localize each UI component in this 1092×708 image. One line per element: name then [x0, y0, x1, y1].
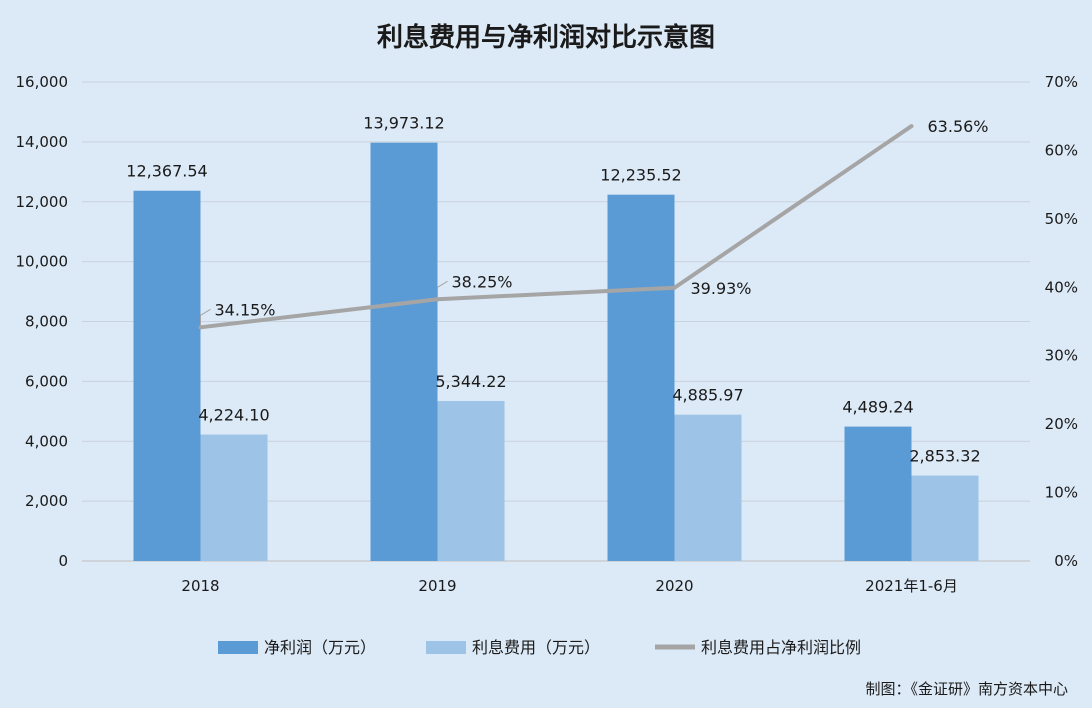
legend-label: 利息费用占净利润比例: [701, 638, 861, 657]
net-profit-bar: [370, 142, 438, 561]
legend-label: 净利润（万元）: [264, 638, 376, 657]
x-tick-label: 2021年1-6月: [865, 577, 958, 595]
ratio-label: 38.25%: [452, 272, 513, 291]
footer-credit: 制图：《金证研》南方资本中心: [865, 680, 1068, 698]
chart-title: 利息费用与净利润对比示意图: [377, 22, 715, 53]
y-right-tick-label: 50%: [1045, 210, 1078, 228]
y-left-tick-label: 8,000: [25, 313, 68, 331]
net-profit-label: 4,489.24: [842, 398, 913, 417]
interest-expense-label: 2,853.32: [909, 447, 980, 466]
interest-expense-label: 4,224.10: [198, 406, 269, 425]
y-left-tick-label: 14,000: [16, 133, 69, 151]
ratio-label: 34.15%: [215, 300, 276, 319]
y-right-tick-label: 60%: [1045, 141, 1078, 159]
axes: 0 2,000 4,000 6,000 8,000 10,000 12,000 14,000 1…: [16, 73, 1079, 595]
x-tick-label: 2020: [655, 577, 693, 595]
y-right-tick-label: 40%: [1045, 278, 1078, 296]
net-profit-bar: [607, 194, 675, 561]
y-right-tick-label: 30%: [1045, 347, 1078, 365]
x-tick-label: 2019: [418, 577, 456, 595]
y-right-tick-label: 10%: [1045, 484, 1078, 502]
y-right-tick-label: 0%: [1054, 552, 1078, 570]
ratio-point: [198, 325, 203, 330]
y-left-tick-label: 10,000: [16, 253, 69, 271]
net-profit-label: 12,367.54: [126, 162, 207, 181]
ratio-leader: [200, 308, 211, 326]
interest-expense-label: 5,344.22: [435, 372, 506, 391]
bars: [133, 142, 979, 561]
legend-swatch: [218, 641, 258, 654]
ratio-line: [200, 124, 913, 330]
net-profit-label: 12,235.52: [600, 166, 681, 185]
ratio-point: [435, 297, 440, 302]
y-left-tick-label: 4,000: [25, 432, 68, 450]
ratio-label: 39.93%: [691, 279, 752, 298]
interest-expense-bar: [674, 414, 742, 561]
y-right-tick-label: 20%: [1045, 415, 1078, 433]
net-profit-label: 13,973.12: [363, 114, 444, 133]
ratio-label: 63.56%: [928, 117, 989, 136]
interest-expense-label: 4,885.97: [672, 386, 743, 405]
x-tick-label: 2018: [181, 577, 219, 595]
net-profit-bar: [133, 190, 201, 561]
ratio-point: [909, 124, 914, 129]
y-left-tick-label: 12,000: [16, 193, 69, 211]
legend: 净利润（万元） 利息费用（万元） 利息费用占净利润比例: [218, 638, 861, 657]
y-left-tick-label: 16,000: [16, 73, 69, 91]
data-labels: 12,367.54 13,973.12 12,235.52 4,489.24 4,224…: [126, 114, 988, 466]
y-left-tick-label: 2,000: [25, 492, 68, 510]
legend-swatch: [426, 641, 466, 654]
y-left-tick-label: 6,000: [25, 372, 68, 390]
net-profit-bar: [844, 426, 912, 561]
legend-label: 利息费用（万元）: [472, 638, 600, 657]
y-right-tick-label: 70%: [1045, 73, 1078, 91]
ratio-line-layer: [198, 124, 914, 330]
interest-expense-bar: [437, 401, 505, 561]
ratio-leader: [437, 280, 448, 298]
interest-expense-bar: [200, 434, 268, 561]
interest-expense-bar: [911, 475, 979, 561]
ratio-point: [672, 285, 677, 290]
y-left-tick-label: 0: [58, 552, 68, 570]
